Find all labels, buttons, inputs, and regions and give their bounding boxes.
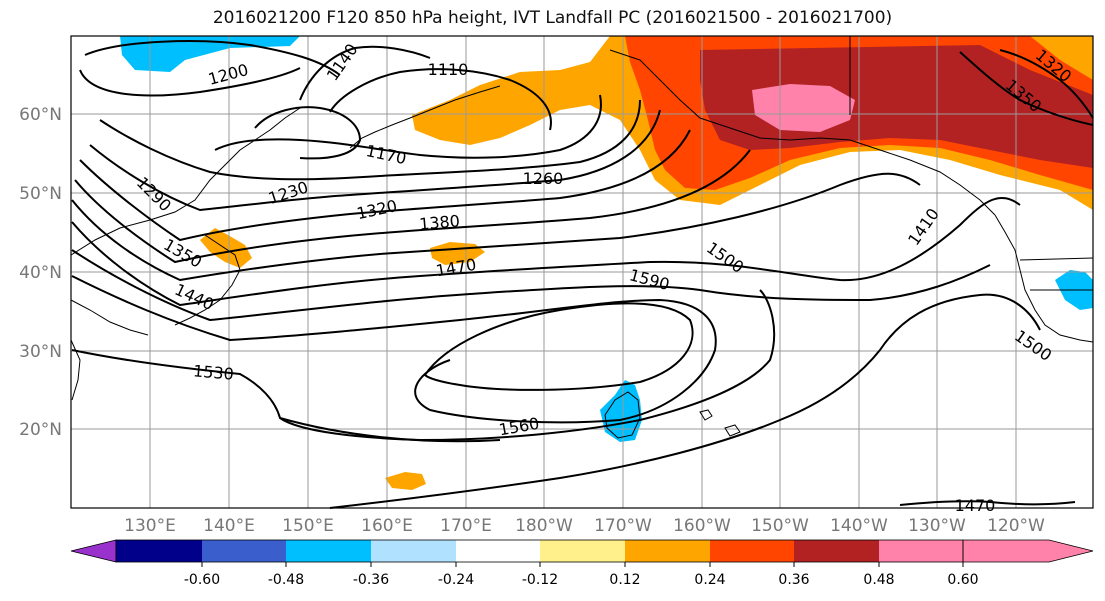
colorbar-tick-label: 0.60 xyxy=(947,572,978,588)
colorbar-tick-label: -0.24 xyxy=(438,572,474,588)
lat-label: 30°N xyxy=(19,342,62,362)
lon-label: 120°W xyxy=(987,516,1045,536)
colorbar-segment xyxy=(710,540,794,562)
colorbar-segment xyxy=(625,540,710,562)
lon-label: 160°E xyxy=(361,516,413,536)
colorbar-tick-label: -0.60 xyxy=(184,572,220,588)
lon-label: 150°E xyxy=(282,516,334,536)
lon-label: 180°W xyxy=(515,516,573,536)
colorbar-segment xyxy=(116,540,202,562)
colorbar-tick-label: -0.48 xyxy=(268,572,304,588)
lat-label: 60°N xyxy=(19,105,62,125)
plot-frame xyxy=(70,35,1094,509)
lat-label: 20°N xyxy=(19,420,62,440)
contour-label: 1380 xyxy=(418,211,460,233)
cyan-patch-hawaii xyxy=(600,380,642,442)
contour-label: 1110 xyxy=(428,60,469,79)
pink-region-alaska xyxy=(752,84,855,132)
longitude-labels: 130°E 140°E 150°E 160°E 170°E 180°W 170°… xyxy=(124,516,1045,536)
colorbar-segment xyxy=(371,540,456,562)
colorbar-segment xyxy=(456,540,540,562)
colorbar-segment xyxy=(286,540,371,562)
lon-label: 170°E xyxy=(440,516,492,536)
colorbar-segment xyxy=(794,540,879,562)
lon-label: 140°W xyxy=(830,516,888,536)
lon-label: 160°W xyxy=(673,516,731,536)
colorbar: -0.60 -0.48 -0.36 -0.24 -0.12 0.12 0.24 … xyxy=(70,539,1094,588)
colorbar-tick-label: 0.48 xyxy=(863,572,894,588)
lat-label: 40°N xyxy=(19,263,62,283)
colorbar-extend-right xyxy=(962,539,1094,563)
contour-labels: 1200 1140 1110 1170 1230 1260 1290 1320 … xyxy=(133,40,1075,515)
lat-label: 50°N xyxy=(19,184,62,204)
colorbar-segment xyxy=(879,540,963,562)
height-contours xyxy=(71,40,1094,509)
lon-label: 130°E xyxy=(124,516,176,536)
lon-label: 150°W xyxy=(751,516,809,536)
colorbar-segment xyxy=(202,540,286,562)
lon-label: 140°E xyxy=(203,516,255,536)
colorbar-segment xyxy=(540,540,625,562)
lon-label: 170°W xyxy=(594,516,652,536)
latitude-labels: 60°N 50°N 40°N 30°N 20°N xyxy=(19,105,62,440)
lon-label: 130°W xyxy=(908,516,966,536)
orange-patch-japan xyxy=(200,228,252,268)
map-title: 2016021200 F120 850 hPa height, IVT Land… xyxy=(212,8,893,28)
dark-red-region-northeast xyxy=(700,45,1093,168)
colorbar-tick-label: -0.36 xyxy=(353,572,389,588)
contour-label: 1530 xyxy=(192,361,234,383)
colorbar-tick-label: 0.12 xyxy=(609,572,640,588)
colorbar-tick-label: 0.24 xyxy=(694,572,725,588)
contour-label: 1470 xyxy=(955,496,996,515)
contour-label: 1260 xyxy=(523,169,564,188)
colorbar-ticks xyxy=(201,562,964,567)
colorbar-tick-label: 0.36 xyxy=(778,572,809,588)
colorbar-extend-left xyxy=(70,539,117,563)
orange-patch-south xyxy=(385,472,426,490)
colorbar-tick-label: -0.12 xyxy=(522,572,558,588)
